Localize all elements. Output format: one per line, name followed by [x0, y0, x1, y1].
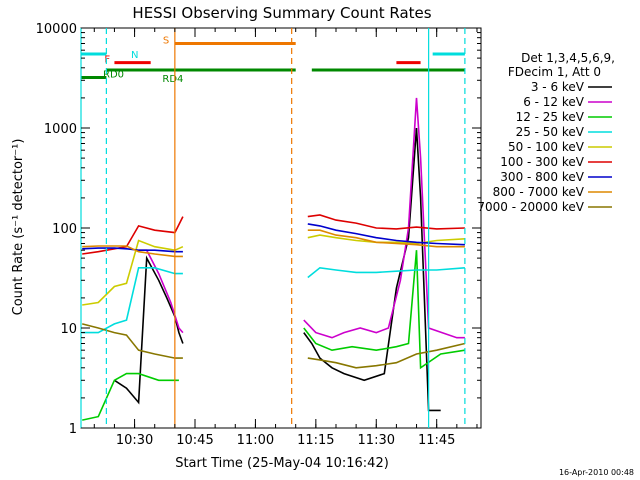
x-axis-label: Start Time (25-May-04 10:16:42)	[175, 456, 389, 471]
legend-label: 7000 - 20000 keV	[477, 200, 584, 214]
chart-title: HESSI Observing Summary Count Rates	[132, 4, 431, 22]
y-axis-label: Count Rate (s⁻¹ detector⁻¹)	[11, 139, 26, 316]
legend-header-line-2: FDecim 1, Att 0	[508, 65, 601, 79]
y-tick-label: 10	[60, 322, 77, 337]
series-line	[303, 250, 466, 370]
y-tick-label: 10000	[36, 22, 77, 37]
series-line	[82, 266, 183, 334]
series-line	[303, 127, 441, 412]
series-line	[82, 323, 183, 359]
series-line	[307, 266, 465, 279]
x-tick-label: 11:45	[418, 433, 455, 448]
state-bar-label: RD0	[103, 69, 124, 80]
legend-label: 300 - 800 keV	[500, 170, 584, 184]
legend-label: 100 - 300 keV	[500, 155, 584, 169]
y-tick-label: 1	[69, 422, 77, 437]
series-line	[303, 97, 465, 339]
y-tick-label: 1000	[44, 122, 77, 137]
legend-label: 3 - 6 keV	[531, 80, 585, 94]
state-bar-label: S	[163, 35, 169, 46]
legend-label: 6 - 12 keV	[523, 95, 585, 109]
series-line	[82, 245, 183, 258]
state-bar-label: RD4	[162, 74, 183, 85]
series-line	[307, 342, 466, 369]
legend-label: 50 - 100 keV	[508, 140, 585, 154]
footer-timestamp: 16-Apr-2010 00:48	[559, 468, 634, 477]
legend-label: 25 - 50 keV	[516, 125, 585, 139]
series-line	[307, 223, 465, 246]
state-bar-label: F	[104, 55, 110, 66]
x-tick-label: 10:30	[116, 433, 153, 448]
series-line	[307, 229, 465, 248]
x-tick-label: 11:30	[358, 433, 395, 448]
x-tick-label: 10:45	[176, 433, 213, 448]
series-line	[82, 216, 184, 255]
x-tick-label: 11:00	[237, 433, 274, 448]
state-bar-label: N	[131, 50, 138, 61]
legend-label: 12 - 25 keV	[516, 110, 585, 124]
series-line	[113, 255, 184, 405]
series-line	[307, 214, 465, 230]
series-line	[82, 239, 184, 306]
x-tick-label: 11:15	[297, 433, 334, 448]
y-tick-label: 100	[52, 222, 77, 237]
legend-label: 800 - 7000 keV	[493, 185, 585, 199]
series-line	[82, 372, 179, 421]
legend-header-line-1: Det 1,3,4,5,6,9,	[521, 51, 615, 65]
